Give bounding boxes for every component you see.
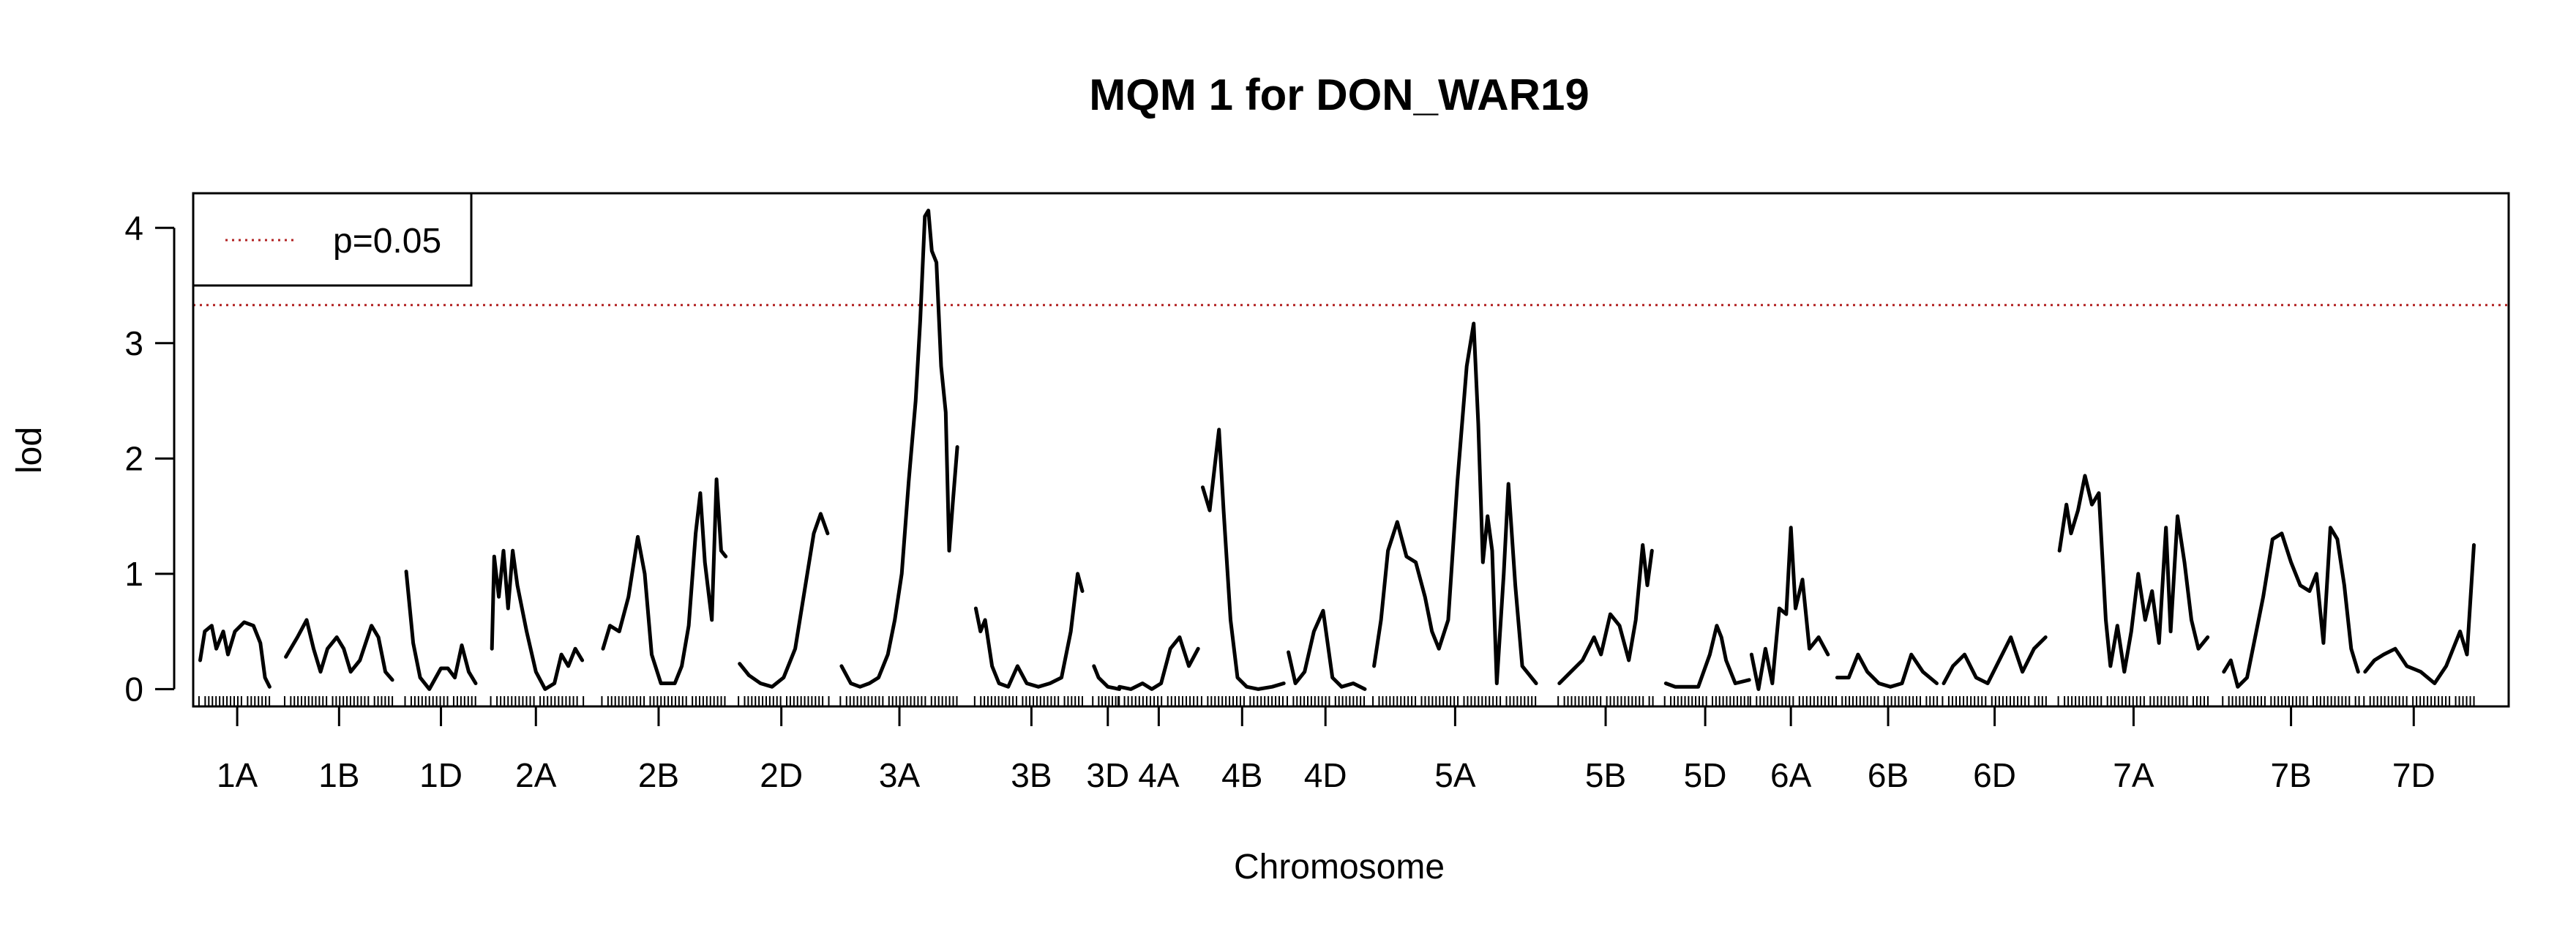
lod-curve-6d — [1942, 635, 2048, 685]
x-tick-label-1d: 1D — [419, 756, 463, 794]
x-tick-label-4b: 4B — [1221, 756, 1262, 794]
lod-curve-4b — [1201, 428, 1286, 691]
lod-curve-3b — [973, 572, 1085, 689]
lod-curve-7d — [2363, 543, 2476, 685]
x-tick-label-3a: 3A — [879, 756, 921, 794]
x-axis-title: Chromosome — [1234, 848, 1445, 886]
lod-curve-5b — [1557, 543, 1654, 685]
lod-curves — [198, 209, 2476, 691]
x-tick-label-6d: 6D — [1973, 756, 2016, 794]
x-tick-label-1b: 1B — [318, 756, 359, 794]
x-tick-label-4d: 4D — [1304, 756, 1347, 794]
lod-curve-6b — [1835, 652, 1939, 689]
x-tick-label-5a: 5A — [1434, 756, 1476, 794]
x-tick-label-7a: 7A — [2113, 756, 2154, 794]
lod-curve-3d — [1092, 664, 1122, 691]
legend-label-threshold: p=0.05 — [333, 222, 441, 261]
y-tick-label: 1 — [124, 555, 143, 593]
lod-curve-3a — [839, 209, 959, 689]
x-tick-label-3d: 3D — [1086, 756, 1129, 794]
lod-curve-5a — [1372, 321, 1538, 685]
marker-rug — [198, 696, 2475, 706]
lod-curve-2d — [738, 512, 830, 689]
lod-curve-2a — [490, 548, 585, 691]
lod-curve-6a — [1749, 526, 1830, 691]
lod-curve-5d — [1663, 624, 1751, 689]
y-tick-label: 3 — [124, 324, 143, 362]
lod-curve-1a — [198, 620, 272, 689]
lod-curve-7a — [2057, 474, 2210, 674]
plot-frame — [192, 192, 2510, 708]
lod-curve-4a — [1117, 635, 1200, 691]
lod-curve-1d — [404, 570, 478, 691]
x-tick-label-3b: 3B — [1011, 756, 1052, 794]
lod-curve-1b — [284, 618, 394, 682]
chart-title: MQM 1 for DON_WAR19 — [1089, 70, 1589, 119]
x-tick-label-6b: 6B — [1868, 756, 1909, 794]
x-tick-label-2b: 2B — [638, 756, 679, 794]
x-tick-label-1a: 1A — [217, 756, 258, 794]
x-tick-label-2d: 2D — [760, 756, 803, 794]
lod-curve-4d — [1287, 608, 1367, 691]
y-tick-label: 4 — [124, 209, 143, 247]
lod-curve-7b — [2222, 526, 2360, 689]
y-tick-label: 2 — [124, 439, 143, 477]
x-tick-label-5d: 5D — [1684, 756, 1727, 794]
y-tick-label: 0 — [124, 670, 143, 708]
y-axis-title: lod — [10, 427, 49, 474]
x-tick-label-6a: 6A — [1770, 756, 1812, 794]
legend: p=0.05 — [192, 192, 473, 287]
x-tick-label-4a: 4A — [1138, 756, 1180, 794]
x-tick-label-7b: 7B — [2270, 756, 2311, 794]
y-axis: 0 1 2 3 4 — [124, 209, 176, 708]
x-tick-label-2a: 2A — [515, 756, 557, 794]
x-axis: 1A 1B 1D 2A 2B 2D 3A 3B 3D 4A 4B 4D 5A 5B 5D 6A 6B 6D 7A 7B… — [217, 706, 2435, 794]
x-tick-label-7d: 7D — [2392, 756, 2435, 794]
lod-curve-2b — [601, 477, 728, 685]
x-tick-label-5b: 5B — [1585, 756, 1626, 794]
